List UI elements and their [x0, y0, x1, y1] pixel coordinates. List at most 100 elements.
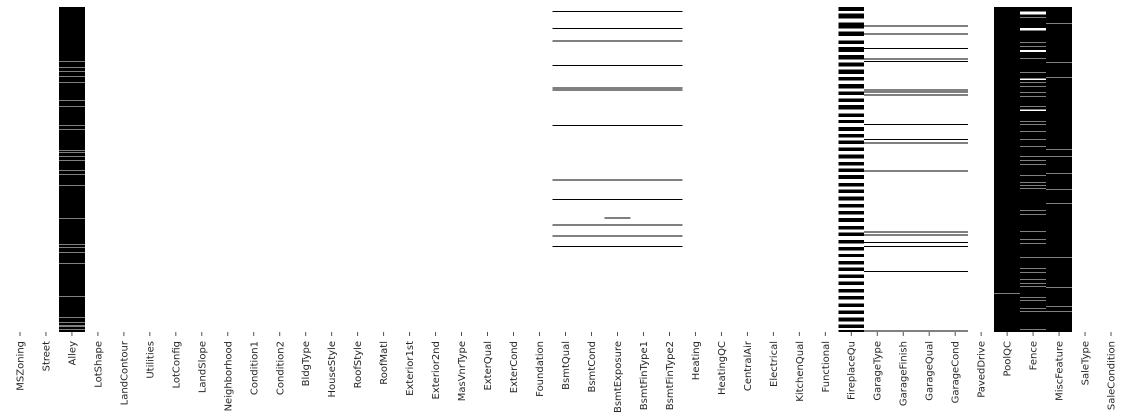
- missing-cell-fireplacequ: [838, 225, 865, 230]
- missing-cell-alley: [58, 327, 85, 330]
- missing-cell-alley: [58, 123, 85, 125]
- x-tick-label: ExterQual: [483, 341, 494, 391]
- x-tick-label: Exterior2nd: [431, 341, 442, 399]
- missing-cell-alley: [58, 101, 85, 103]
- missing-cell-fence: [1020, 196, 1047, 201]
- missing-cell-fireplacequ: [838, 77, 865, 81]
- missing-cell-garagecond: [942, 138, 969, 140]
- missing-cell-garagetype: [864, 91, 891, 93]
- missing-cell-fence: [1020, 75, 1047, 79]
- missing-cell-fireplacequ: [838, 91, 865, 96]
- missing-cell-miscfeature: [1046, 216, 1073, 226]
- x-tick-label: ExterCond: [509, 341, 520, 393]
- missing-cell-fireplacequ: [838, 126, 865, 131]
- missing-cell-miscfeature: [1046, 240, 1073, 251]
- missing-cell-fence: [1020, 175, 1047, 179]
- x-tick-label: LandSlope: [197, 341, 208, 393]
- missing-cell-fence: [1020, 143, 1047, 147]
- missing-cell-garagequal: [916, 91, 943, 93]
- missing-cell-fence: [1020, 167, 1047, 172]
- missing-cell-garagetype: [864, 330, 891, 332]
- missing-cell-alley: [58, 100, 85, 102]
- missing-cell-fence: [1020, 203, 1047, 207]
- missing-cell-fireplacequ: [838, 274, 865, 278]
- missing-cell-bsmtqual: [552, 40, 579, 42]
- missing-cell-fireplacequ: [838, 182, 865, 187]
- x-tick-label: BldgType: [301, 341, 312, 386]
- missing-cell-alley: [58, 82, 85, 94]
- missing-cell-fence: [1020, 17, 1047, 21]
- missing-cell-bsmtfintype2: [656, 125, 683, 127]
- missing-cell-alley: [58, 252, 85, 264]
- missing-cell-fence: [1020, 135, 1047, 140]
- missing-cell-fence: [1020, 164, 1047, 168]
- missing-cell-fence: [1020, 51, 1047, 55]
- missing-cell-alley: [58, 246, 85, 248]
- x-tick-label: PoolQC: [1003, 341, 1014, 377]
- missing-cell-fence: [1020, 146, 1047, 150]
- missing-cell-miscfeature: [1046, 230, 1073, 240]
- missing-cell-alley: [58, 244, 85, 246]
- missing-cell-fireplacequ: [838, 161, 865, 166]
- x-axis: MSZoning Street Alley LotShape LandContour Ut…: [15, 332, 1118, 413]
- missing-cell-bsmtcond: [578, 179, 605, 181]
- missing-cell-alley: [58, 113, 85, 115]
- missing-cell-alley: [58, 325, 85, 327]
- missing-cell-fence: [1020, 188, 1047, 193]
- missing-cell-fence: [1020, 297, 1047, 301]
- x-tick-label: LandContour: [119, 340, 130, 405]
- missing-cell-fireplacequ: [838, 147, 865, 151]
- missing-cell-bsmtfintype1: [630, 11, 657, 13]
- missing-cell-fence: [1020, 300, 1047, 305]
- missing-cell-bsmtfintype2: [656, 179, 683, 181]
- missing-cell-fireplacequ: [838, 247, 865, 251]
- missing-cell-alley: [58, 318, 85, 320]
- missing-cell-fence: [1020, 99, 1047, 103]
- missing-cell-miscfeature: [1046, 143, 1073, 150]
- missing-cell-garagefinish: [890, 25, 917, 27]
- missing-cell-garagetype: [864, 138, 891, 140]
- missing-cell-fireplacequ: [838, 154, 865, 159]
- missing-cell-fence: [1020, 25, 1047, 29]
- missing-cell-miscfeature: [1046, 270, 1073, 288]
- missing-cell-garagecond: [942, 231, 969, 233]
- missing-cell-fence: [1020, 206, 1047, 211]
- missing-cell-fireplacequ: [838, 260, 865, 265]
- missing-cell-garagequal: [916, 242, 943, 244]
- missing-cell-fence: [1020, 319, 1047, 323]
- missing-cell-alley: [58, 178, 85, 183]
- missing-cell-bsmtexposure: [604, 40, 631, 42]
- missing-cell-poolqc: [994, 7, 1021, 188]
- missing-cell-alley: [58, 326, 85, 328]
- missing-cell-garagequal: [916, 25, 943, 27]
- missing-cell-fence: [1020, 261, 1047, 265]
- missing-cell-poolqc: [994, 296, 1021, 316]
- missing-cell-alley: [58, 135, 85, 137]
- missing-cell-garagecond: [942, 142, 969, 144]
- missing-cell-alley: [58, 152, 85, 154]
- missing-cell-fireplacequ: [838, 40, 865, 44]
- missing-cell-alley: [58, 150, 85, 153]
- missing-cell-bsmtfintype2: [656, 64, 683, 66]
- missing-cell-miscfeature: [1046, 124, 1073, 133]
- missing-cell-miscfeature: [1046, 84, 1073, 103]
- missing-cell-fireplacequ: [838, 330, 865, 333]
- missing-cell-miscfeature: [1046, 7, 1073, 9]
- missing-cell-miscfeature: [1046, 77, 1073, 85]
- missing-cell-bsmtqual: [552, 235, 579, 237]
- missing-cell-alley: [58, 218, 85, 230]
- missing-cell-alley: [58, 96, 85, 99]
- missing-cell-garagetype: [864, 234, 891, 236]
- missing-cell-fence: [1020, 68, 1047, 73]
- missing-cell-fence: [1020, 235, 1047, 240]
- missing-cell-fireplacequ: [838, 267, 865, 272]
- missing-cell-garagetype: [864, 123, 891, 125]
- missing-cell-alley: [58, 98, 85, 101]
- missing-cell-alley: [58, 117, 85, 123]
- missing-cell-fence: [1020, 139, 1047, 143]
- missing-cell-garagequal: [916, 33, 943, 35]
- missing-cell-alley: [58, 229, 85, 241]
- missing-cell-bsmtfintype1: [630, 28, 657, 30]
- missing-cell-garagetype: [864, 61, 891, 63]
